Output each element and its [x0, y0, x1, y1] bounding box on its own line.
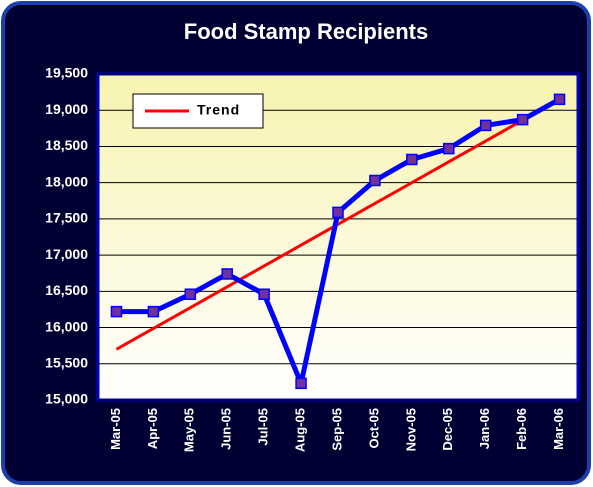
data-point — [369, 174, 381, 187]
y-tick-label: 19,500 — [45, 65, 88, 81]
data-point — [184, 288, 197, 300]
y-tick-label: 15,000 — [45, 391, 88, 407]
x-tick-label: Nov-05 — [403, 408, 418, 451]
data-point — [332, 206, 344, 219]
y-tick-label: 19,000 — [45, 101, 88, 117]
legend-label: Trend — [197, 102, 240, 118]
data-point — [258, 288, 270, 300]
y-tick-label: 16,500 — [45, 282, 88, 298]
x-tick-label: Aug-05 — [293, 408, 308, 452]
y-tick-label: 17,000 — [45, 246, 88, 262]
data-line — [115, 98, 561, 351]
x-tick-label: Mar-06 — [551, 408, 566, 450]
x-tick-label: Oct-05 — [366, 408, 381, 448]
y-tick-label: 18,500 — [45, 137, 88, 153]
data-point — [110, 305, 123, 318]
x-tick-label: Sep-05 — [329, 408, 344, 451]
data-point — [516, 113, 529, 126]
data-point — [221, 268, 233, 280]
y-tick-label: 17,500 — [45, 210, 88, 226]
x-tick-label: Feb-06 — [514, 408, 529, 450]
x-tick-label: Apr-05 — [145, 408, 160, 449]
x-tick-label: Mar-05 — [108, 408, 123, 450]
chart-title: Food Stamp Recipients — [184, 19, 428, 44]
y-tick-label: 16,000 — [45, 318, 88, 334]
data-point — [147, 305, 160, 318]
x-tick-label: Jun-05 — [219, 408, 234, 450]
data-point — [295, 377, 307, 390]
data-point — [406, 153, 418, 166]
x-tick-label: Dec-05 — [440, 408, 455, 451]
data-point — [443, 142, 455, 155]
data-point — [553, 93, 566, 106]
y-tick-label: 18,000 — [45, 173, 88, 189]
x-tick-label: Jul-05 — [256, 408, 271, 446]
y-tick-label: 15,500 — [45, 354, 88, 370]
x-tick-label: May-05 — [182, 408, 197, 452]
x-tick-label: Jan-06 — [477, 408, 492, 449]
data-point — [479, 119, 492, 132]
